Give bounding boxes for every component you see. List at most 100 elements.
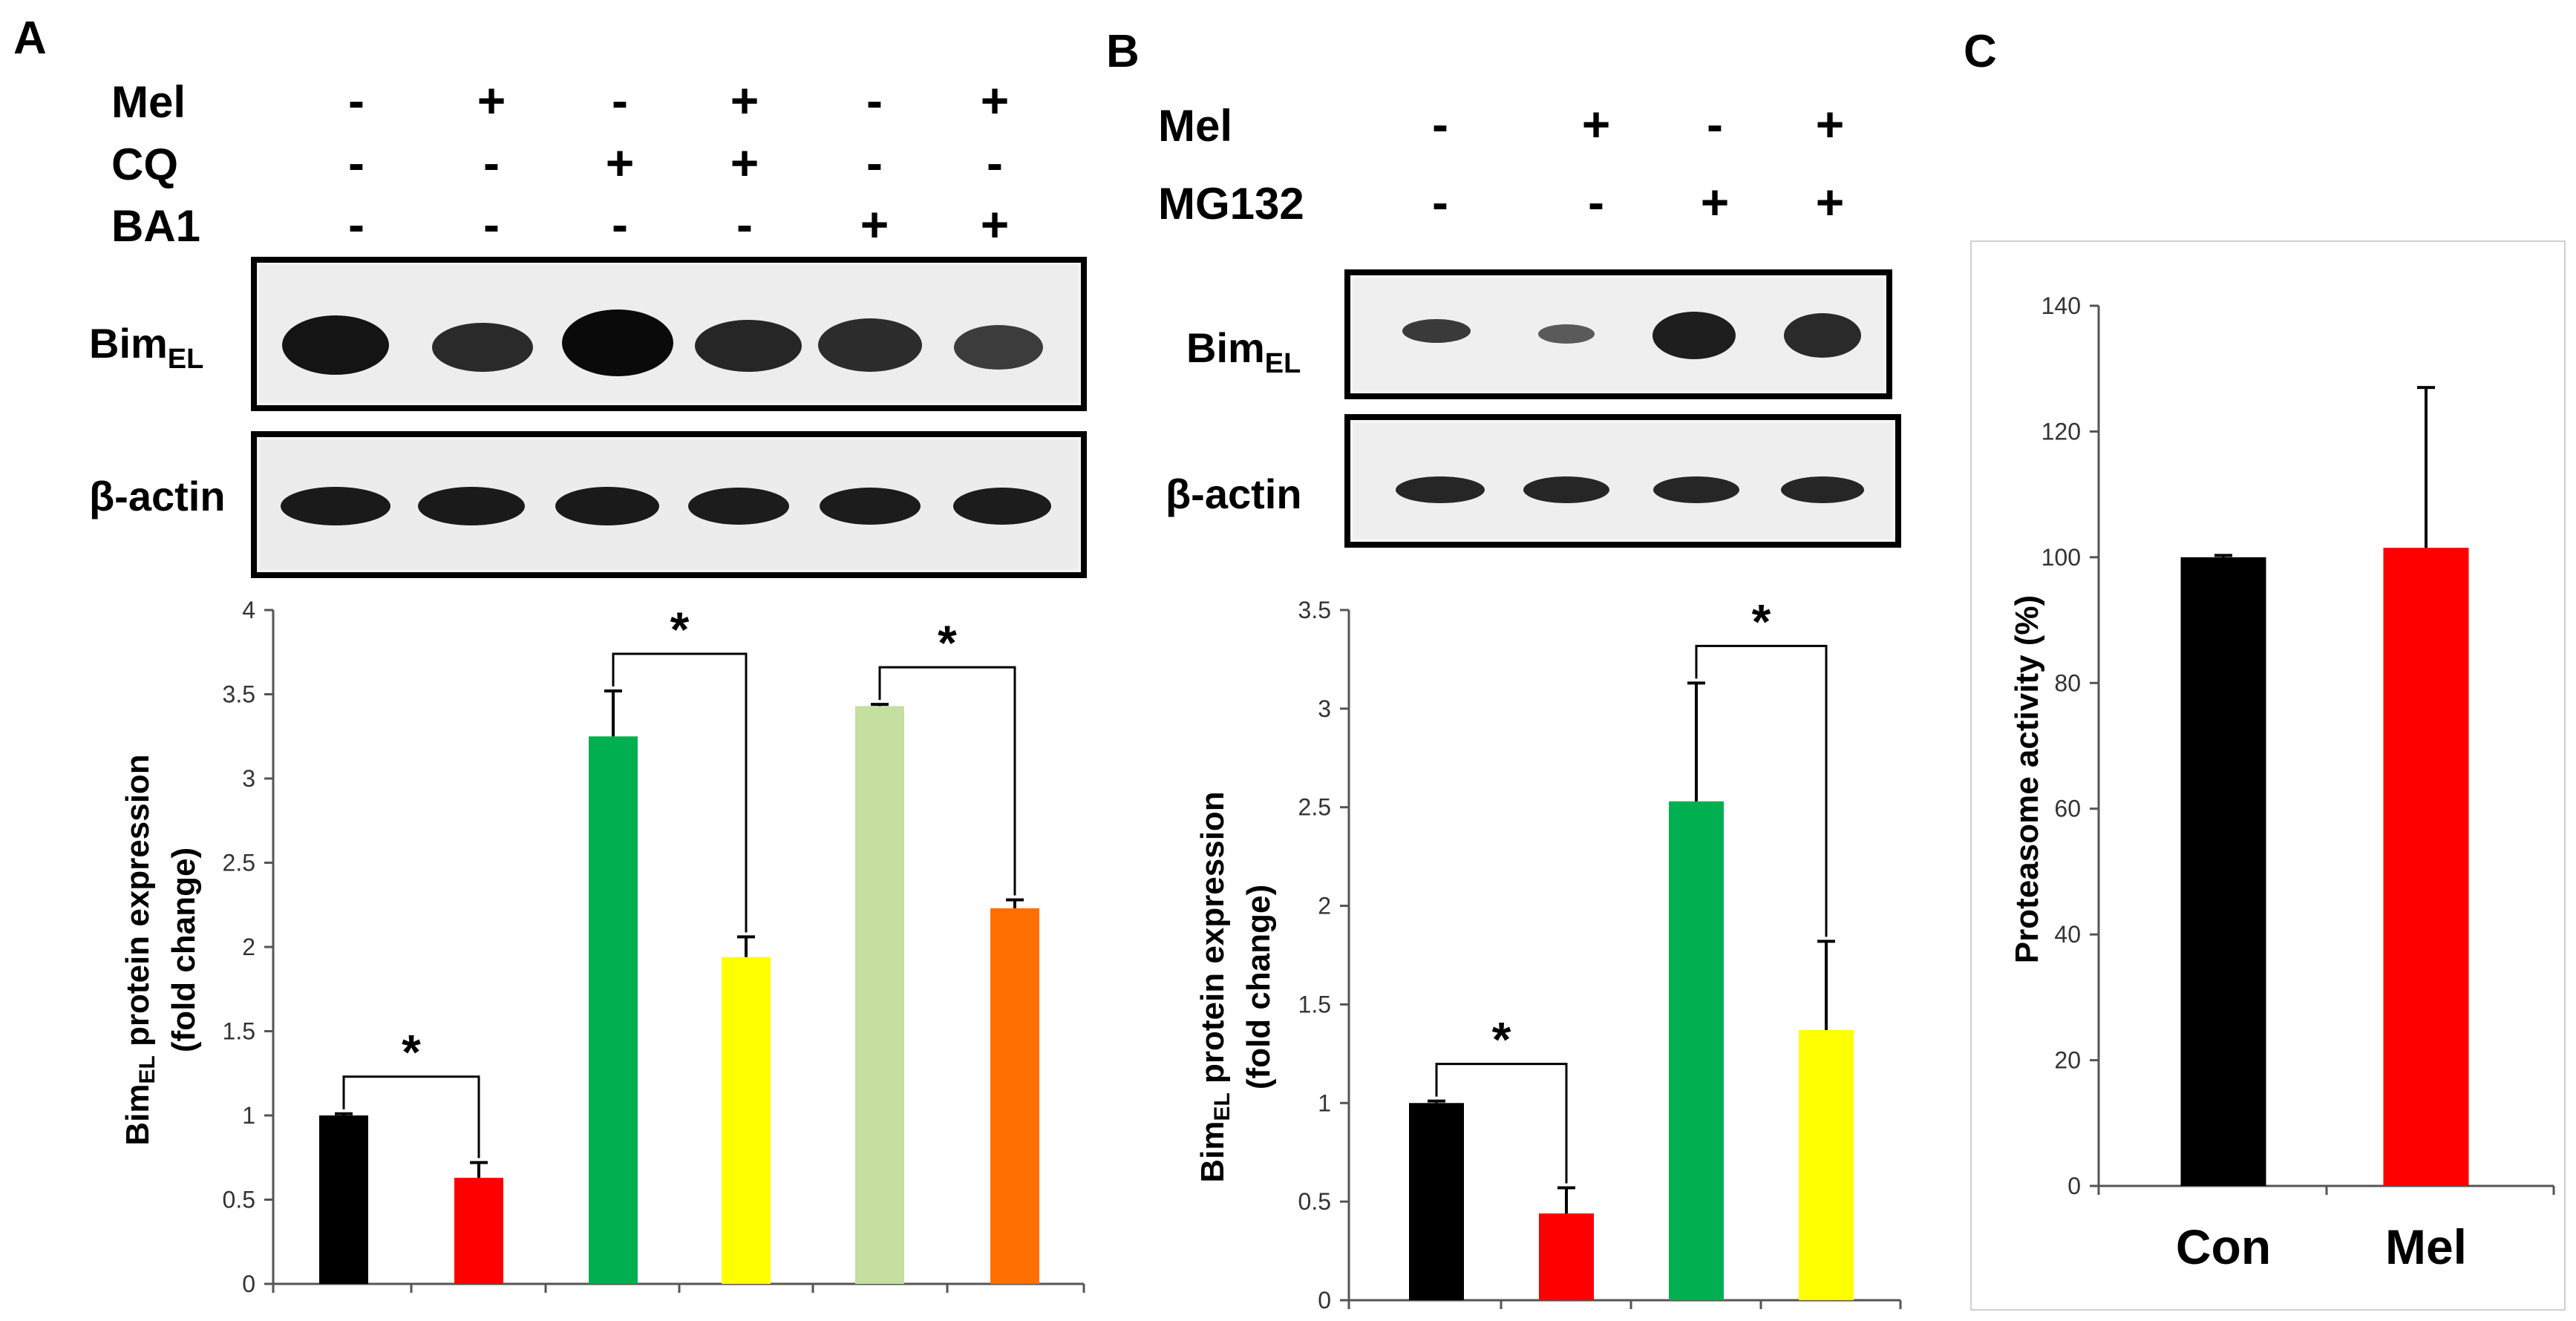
panel-a-bim-blot xyxy=(251,257,1087,411)
panel-a-significance-bracket xyxy=(878,666,1016,896)
panel-a-bim-label: BimEL xyxy=(89,320,203,375)
panel-a-y-tick-label: 3 xyxy=(242,765,255,792)
panel-a-treatment-sign: + xyxy=(981,73,1010,128)
panel-c-y-tick-label: 0 xyxy=(2067,1173,2081,1199)
panel-a-significance-star: * xyxy=(670,602,690,657)
panel-a-bar xyxy=(855,706,904,1284)
panel-b-letter: B xyxy=(1106,26,1140,77)
panel-b-treatment-sign: - xyxy=(1588,174,1604,229)
panel-a-treatment-sign: + xyxy=(860,197,889,252)
actin-band xyxy=(1523,476,1609,503)
panel-b-ylabel-line2: (fold change) xyxy=(1240,885,1277,1089)
actin-band xyxy=(281,487,390,525)
panel-a-significance-star: * xyxy=(938,615,957,670)
panel-c-frame xyxy=(1970,240,2566,1311)
panel-b-bim-blot xyxy=(1344,269,1892,399)
panel-a-treatment-sign: - xyxy=(612,73,628,128)
panel-a-treatment-sign: - xyxy=(483,197,500,252)
panel-a-treatment-sign: + xyxy=(606,135,635,190)
panel-b-treatment-sign: + xyxy=(1816,174,1845,229)
panel-b-significance-star: * xyxy=(1752,594,1771,649)
panel-a-treatment-sign: - xyxy=(736,197,753,252)
panel-a-treatment-sign: + xyxy=(981,197,1010,252)
panel-b-y-tick-label: 0 xyxy=(1318,1287,1331,1314)
panel-a-chart: 0 0.5 1 1.5 2 2.5 3 3.5 4 * * * xyxy=(223,597,1085,1297)
panel-a-y-tick-label: 1.5 xyxy=(223,1018,255,1045)
panel-a-bar xyxy=(319,1115,368,1284)
panel-c-y-tick-label: 140 xyxy=(2041,292,2081,319)
panel-b-significance-star: * xyxy=(1492,1012,1511,1067)
panel-b-actin-blot xyxy=(1344,414,1901,548)
bim-band xyxy=(695,320,802,372)
panel-b-treatment-sign: - xyxy=(1707,96,1723,151)
panel-a-treatment-label: Mel xyxy=(111,77,186,127)
panel-a-treatment-label: CQ xyxy=(111,140,178,189)
panel-a-treatment-sign: - xyxy=(866,135,883,190)
panel-c: C Proteasome activity (%) 0 20 40 60 80 100 12… xyxy=(1964,26,2566,1311)
panel-b-y-tick-label: 1 xyxy=(1318,1089,1331,1116)
panel-a-treatment-sign: - xyxy=(987,135,1003,190)
panel-b-y-tick-label: 1.5 xyxy=(1298,991,1331,1017)
panel-a-ylabel-line2: (fold change) xyxy=(166,848,202,1052)
panel-b-treatment-sign: - xyxy=(1432,96,1448,151)
panel-b-bar xyxy=(1409,1103,1464,1300)
bim-band xyxy=(562,309,673,376)
panel-a-bar xyxy=(722,957,771,1284)
panel-b-treatment-sign: - xyxy=(1432,174,1448,229)
panel-a-treatment-sign: - xyxy=(612,197,628,252)
panel-c-category-label: Mel xyxy=(2385,1219,2467,1274)
actin-band xyxy=(953,488,1051,525)
panel-b-y-tick-label: 3.5 xyxy=(1298,597,1331,623)
actin-band xyxy=(688,488,789,525)
panel-a-significance-bracket xyxy=(612,652,748,933)
panel-a-treatment-sign: - xyxy=(348,197,365,252)
panel-a-treatment-sign: + xyxy=(730,135,759,190)
panel-a-letter: A xyxy=(13,13,47,64)
panel-b-treatment-label: MG132 xyxy=(1158,179,1304,229)
panel-b-y-tick-label: 3 xyxy=(1318,695,1331,722)
panel-a-treatment-sign: - xyxy=(348,135,365,190)
panel-b-y-tick-label: 2 xyxy=(1318,893,1331,920)
panel-a-bar xyxy=(454,1177,503,1284)
panel-b: B Mel - + - + MG132 - - + + BimEL β-actin BimEL p… xyxy=(1106,26,1902,1314)
panel-a-treatment-sign: + xyxy=(730,73,759,128)
actin-band xyxy=(820,488,921,525)
panel-c-y-tick-label: 60 xyxy=(2054,796,2081,822)
panel-a-y-tick-label: 2 xyxy=(242,934,255,960)
panel-b-actin-label: β-actin xyxy=(1166,471,1302,517)
panel-a-y-tick-label: 3.5 xyxy=(223,681,255,708)
panel-c-letter: C xyxy=(1964,26,1997,77)
panel-b-y-tick-label: 0.5 xyxy=(1298,1188,1331,1215)
panel-a-actin-blot xyxy=(251,431,1087,578)
panel-c-bar xyxy=(2383,548,2469,1186)
panel-a-y-tick-label: 0 xyxy=(242,1271,255,1297)
bim-band xyxy=(954,325,1043,370)
panel-c-chart: 0 20 40 60 80 100 120 140 Con Mel xyxy=(2041,292,2555,1274)
panel-b-significance-bracket xyxy=(1435,1063,1568,1184)
panel-a: A Mel - + - + - + CQ - - + + - - BA1 - - - - + + BimEL β-act… xyxy=(13,13,1087,1297)
panel-a-significance-bracket xyxy=(342,1075,480,1158)
panel-b-treatment-label: Mel xyxy=(1158,101,1232,151)
panel-a-treatment-sign: - xyxy=(348,73,365,128)
bim-band xyxy=(432,323,533,372)
panel-b-bar xyxy=(1799,1029,1854,1300)
panel-a-ylabel: BimEL protein expression xyxy=(120,754,160,1145)
panel-a-significance-star: * xyxy=(402,1025,421,1080)
panel-a-y-tick-label: 1 xyxy=(242,1102,255,1129)
bim-band xyxy=(818,318,922,372)
panel-a-bar xyxy=(589,736,638,1284)
bim-band xyxy=(282,315,389,375)
panel-c-y-tick-label: 100 xyxy=(2041,544,2081,571)
panel-b-bim-label: BimEL xyxy=(1186,324,1301,379)
panel-a-y-tick-label: 4 xyxy=(242,597,255,623)
panel-c-y-tick-label: 120 xyxy=(2041,418,2081,445)
panel-b-significance-bracket xyxy=(1695,644,1828,937)
actin-band xyxy=(1781,476,1864,503)
panel-a-treatment-sign: - xyxy=(866,73,883,128)
panel-c-ylabel: Proteasome activity (%) xyxy=(2009,595,2045,963)
bim-band xyxy=(1653,312,1736,359)
bim-band xyxy=(1784,313,1861,358)
panel-b-bar xyxy=(1539,1213,1594,1300)
panel-a-treatment-sign: - xyxy=(483,135,500,190)
bim-band xyxy=(1402,319,1471,343)
